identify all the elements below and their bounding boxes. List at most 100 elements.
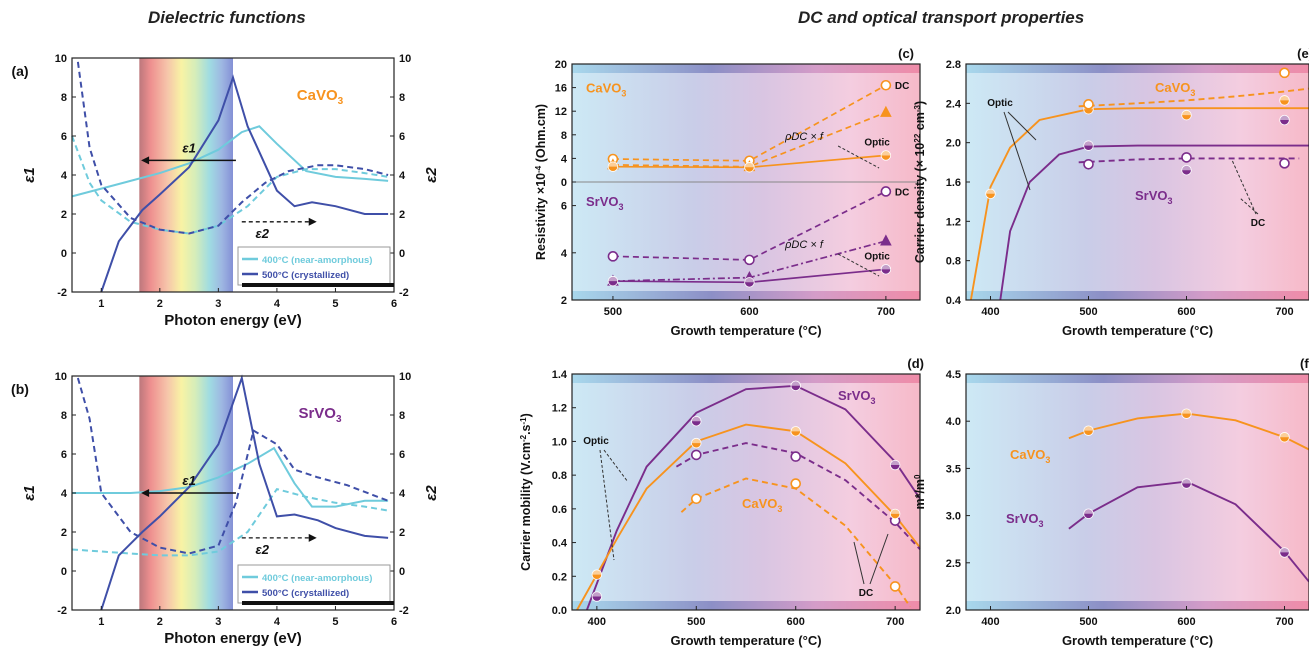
panel-a-xtick-label: 2	[157, 298, 163, 310]
panel-a-xlabel: Photon energy (eV)	[164, 312, 302, 329]
panel-c-bottom-series-2-point-shine	[608, 276, 618, 282]
panel-b-legend-label: 500°C (crystallized)	[262, 588, 349, 599]
panel-d-cavo3-label: CaVO3	[742, 496, 782, 514]
panel-c-top-ytick-label: 16	[555, 83, 567, 95]
panel-c-xtick-label: 600	[740, 306, 758, 318]
panel-f-ytick-label: 4.0	[946, 416, 961, 428]
panel-e-series-2-point-shine	[1083, 140, 1094, 146]
panel-c-top-ytick-label: 12	[555, 106, 567, 118]
panel-d-ytick-label: 1.4	[552, 369, 568, 381]
panel-e-xtick-label: 500	[1079, 306, 1097, 318]
panel-e-xtick-label: 600	[1177, 306, 1195, 318]
panel-e-series-2-point-shine	[1279, 115, 1290, 121]
panel-c-bottom-series-0-point	[880, 186, 892, 197]
panel-c-bottom-optic-label: Optic	[864, 251, 890, 262]
panel-c-top-rho-label: ρDC × f	[784, 131, 824, 143]
panel-d-series-0-point-shine	[592, 591, 602, 597]
panel-c-bottom-series-0-point	[607, 251, 619, 262]
panel-b-right-ytick-label: 4	[399, 488, 406, 500]
panel-a-series-2-line	[100, 74, 389, 293]
panel-d-xtick-label: 400	[588, 616, 606, 628]
panel-a-ylabel: ε1	[21, 167, 38, 183]
panel-b-xtick-label: 4	[274, 616, 281, 628]
panel-d-bottom-band	[572, 601, 920, 610]
panel-a-legend-label: 400°C (near-amorphous)	[262, 255, 372, 266]
panel-d-frame	[571, 373, 921, 611]
panel-c-bottom-ytick-label: 2	[561, 295, 567, 307]
panel-d-series-0-point	[691, 416, 702, 427]
panel-d-xtick-label: 500	[687, 616, 705, 628]
panel-e-series-3-point	[1083, 159, 1094, 170]
panel-a-ytick-label: 4	[61, 170, 68, 182]
panel-d-series-0-point-shine	[691, 416, 702, 422]
panel-b-right-ytick-label: 0	[399, 566, 405, 578]
panel-d-xlabel: Growth temperature (°C)	[670, 633, 821, 648]
panel-e-series-3-point	[1279, 158, 1290, 169]
panel-c-bottom-ytick-label: 6	[561, 201, 567, 213]
panel-f-ytick-label: 3.0	[946, 511, 961, 523]
panel-c-top-series-1-line	[612, 111, 887, 168]
panel-f-xtick-label: 400	[981, 616, 999, 628]
panel-a-eps2-annotation: ε2	[256, 226, 270, 241]
panel-e-series-2-point	[1181, 164, 1192, 176]
panel-d-series-3-point	[690, 493, 702, 505]
panel-c-top-optic-label: Optic	[864, 137, 890, 148]
panel-c-bottom-series-2-point-shine	[881, 264, 891, 270]
panel-b-ytick-label: 10	[55, 371, 67, 383]
panel-b-eps1-annotation: ε1	[182, 473, 195, 488]
panel-b-xtick-label: 2	[157, 616, 163, 628]
panel-c-top-ytick-label: 0	[561, 177, 567, 189]
panel-a-legend-shadow	[242, 283, 394, 287]
panel-f-frame	[965, 373, 1309, 611]
panel-e-bottom-band	[966, 291, 1309, 300]
panel-f-panel-label: (f)	[1300, 356, 1309, 371]
panel-d-ytick-label: 0.8	[552, 470, 567, 482]
panel-f-series-0-point-shine	[1279, 432, 1290, 438]
panel-a-right-ytick-label: 2	[399, 209, 405, 221]
panel-f-series-1-point-shine	[1279, 547, 1290, 553]
panel-b-ytick-label: 6	[61, 449, 67, 461]
panel-e-xtick-label: 700	[1275, 306, 1293, 318]
panel-e-background	[966, 64, 1309, 300]
panel-a-xtick-label: 3	[215, 298, 221, 310]
section-title-dielectric: Dielectric functions	[148, 8, 306, 27]
panel-b-xtick-label: 3	[215, 616, 221, 628]
panel-c-bottom-dc-label: DC	[895, 187, 909, 198]
panel-b-ytick-label: 4	[61, 488, 68, 500]
panel-a-right-ytick-label: 6	[399, 131, 405, 143]
panel-d-optic-arrow-2	[599, 449, 615, 561]
panel-e-fit-2-curve	[999, 144, 1309, 301]
panel-b-right-ytick-label: 10	[399, 371, 411, 383]
panel-e-ytick-label: 2.8	[946, 59, 961, 71]
panel-f-series-1-point	[1279, 547, 1290, 558]
panel-d-fit-1-curve	[576, 423, 921, 611]
panel-a-right-ytick-label: 0	[399, 248, 405, 260]
panel-b-material-label: SrVO3	[298, 405, 342, 425]
panel-f-series-0-point	[1083, 425, 1094, 436]
panel-e-dc-label: DC	[1251, 218, 1265, 229]
panel-b-right-ytick-label: -2	[399, 605, 409, 617]
panel-d-ytick-label: 0.6	[552, 504, 567, 516]
panel-a-ytick-label: 2	[61, 209, 67, 221]
panel-d-ylabel: Carrier mobility (V.cm-2.s-1)	[519, 413, 534, 571]
panel-c-top-series-2-point	[607, 161, 619, 172]
panel-a-xtick-label: 4	[274, 298, 281, 310]
panel-c-top-ytick-label: 4	[561, 153, 568, 165]
panel-c-top-series-2-point-shine	[608, 161, 618, 167]
panel-c-bottom-series-1-point	[880, 234, 892, 246]
panel-b-ytick-label: -2	[57, 605, 67, 617]
panel-a-ytick-label: 6	[61, 131, 67, 143]
panel-e-series-2-point	[1083, 140, 1094, 151]
panel-a-right-ytick-label: -2	[399, 287, 409, 299]
panel-a-legend-label: 500°C (crystallized)	[262, 270, 349, 281]
panel-d-series-0-point-shine	[890, 460, 900, 466]
panel-b-xtick-label: 5	[332, 616, 338, 628]
panel-a-xtick-label: 1	[98, 298, 104, 310]
panel-e-xlabel: Growth temperature (°C)	[1062, 323, 1213, 338]
panel-f-series-0-point-shine	[1181, 408, 1192, 414]
panel-b-series-0-line	[72, 446, 389, 508]
panel-c-top-series-2-point	[880, 150, 892, 161]
panel-a-xtick-label: 6	[391, 298, 397, 310]
panel-e-ylabel: Carrier density (× 1022 cm-3)	[913, 101, 928, 263]
panel-d-fit-0-curve	[586, 384, 921, 611]
